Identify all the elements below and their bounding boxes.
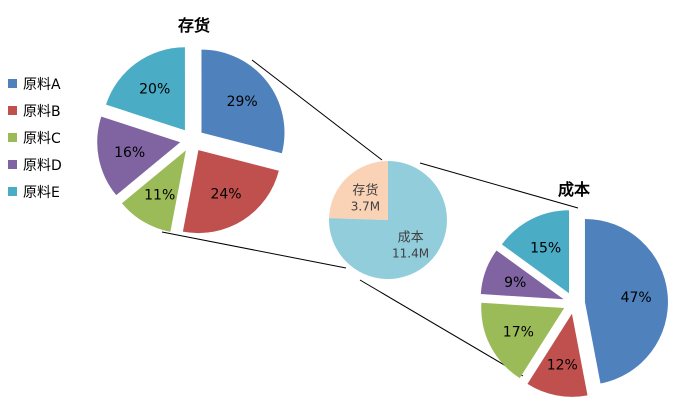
legend-label-b: 原料B [23, 103, 61, 120]
cost-pie-label-e: 15% [530, 240, 561, 256]
cost-pie-slice-e [501, 210, 570, 294]
inventory-pie-label-a: 29% [227, 94, 258, 110]
inventory-pie-label-e: 20% [139, 82, 170, 98]
center-pie-slice-cost [329, 161, 447, 279]
inventory-pie-slice-a [201, 49, 285, 154]
connector-line-inventory-top [251, 59, 383, 161]
inventory-pie-label-d: 16% [114, 145, 145, 161]
legend-item-e: 原料E [8, 178, 62, 205]
legend-label-e: 原料E [23, 184, 60, 201]
inventory-pie-label-c: 11% [144, 188, 175, 204]
legend-swatch-b [8, 106, 17, 115]
inventory-pie-slice-d [97, 116, 181, 196]
cost-pie-label-c: 17% [503, 324, 534, 340]
legend: 原料A 原料B 原料C 原料D 原料E [8, 70, 62, 205]
legend-label-a: 原料A [23, 76, 61, 93]
legend-swatch-d [8, 160, 17, 169]
connector-line-cost-top [419, 162, 579, 209]
inventory-pie-title: 存货 [178, 16, 211, 35]
legend-item-c: 原料C [8, 124, 62, 151]
cost-pie-slice-b [527, 313, 588, 397]
cost-pie-label-b: 12% [547, 357, 578, 373]
legend-item-a: 原料A [8, 70, 62, 97]
inventory-pie-slice-b [182, 150, 279, 234]
center-pie-slice-inventory [329, 161, 388, 220]
connector-line-cost-bottom [359, 279, 524, 377]
legend-swatch-a [8, 79, 17, 88]
inventory-pie-slice-c [121, 150, 186, 232]
legend-label-d: 原料D [23, 157, 62, 174]
inventory-pie-slice-e [106, 47, 185, 131]
cost-pie-slice-c [481, 302, 565, 379]
center-pie-label-inventory: 存货 3.7M [351, 183, 380, 214]
legend-swatch-c [8, 133, 17, 142]
legend-item-d: 原料D [8, 151, 62, 178]
cost-pie-slice-a [584, 218, 668, 384]
connector-line-inventory-bottom [161, 231, 347, 269]
legend-item-b: 原料B [8, 97, 62, 124]
cost-pie-slice-d [480, 250, 564, 300]
cost-pie-title: 成本 [558, 180, 591, 199]
legend-swatch-e [8, 187, 17, 196]
cost-pie-label-d: 9% [504, 275, 526, 291]
legend-label-c: 原料C [23, 130, 61, 147]
inventory-pie-label-b: 24% [210, 187, 241, 203]
cost-pie-label-a: 47% [621, 290, 652, 306]
center-pie-label-cost: 成本 11.4M [392, 230, 429, 260]
